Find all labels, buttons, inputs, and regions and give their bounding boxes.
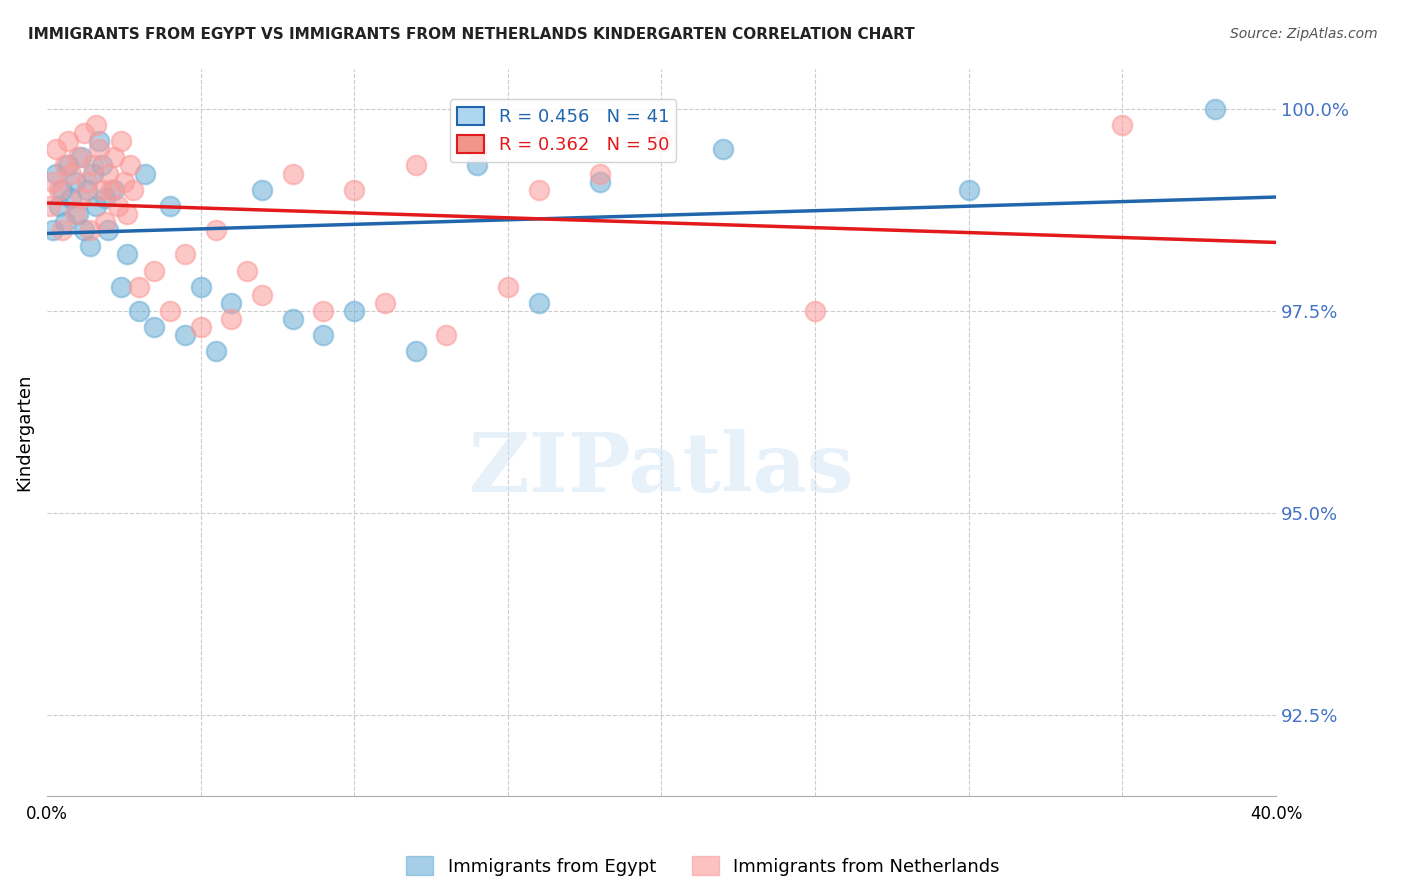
Point bbox=[45, 142, 67, 156]
Text: IMMIGRANTS FROM EGYPT VS IMMIGRANTS FROM NETHERLANDS KINDERGARTEN CORRELATION CH: IMMIGRANTS FROM EGYPT VS IMMIGRANTS FROM… bbox=[28, 27, 915, 42]
Point bbox=[174, 328, 197, 343]
Point bbox=[58, 134, 80, 148]
Point bbox=[42, 175, 65, 189]
Point bbox=[63, 175, 86, 189]
Point bbox=[82, 167, 104, 181]
Point bbox=[804, 304, 827, 318]
Point bbox=[82, 159, 104, 173]
Point bbox=[159, 304, 181, 318]
Legend: Immigrants from Egypt, Immigrants from Netherlands: Immigrants from Egypt, Immigrants from N… bbox=[399, 849, 1007, 883]
Point bbox=[219, 296, 242, 310]
Point bbox=[45, 167, 67, 181]
Text: ZIPatlas: ZIPatlas bbox=[468, 428, 855, 508]
Point bbox=[312, 328, 335, 343]
Point bbox=[219, 312, 242, 326]
Point bbox=[53, 215, 76, 229]
Point bbox=[134, 167, 156, 181]
Point bbox=[589, 167, 612, 181]
Point bbox=[97, 223, 120, 237]
Point bbox=[465, 142, 488, 156]
Point bbox=[650, 134, 672, 148]
Point bbox=[110, 134, 132, 148]
Point bbox=[128, 279, 150, 293]
Point bbox=[122, 183, 145, 197]
Legend: R = 0.456   N = 41, R = 0.362   N = 50: R = 0.456 N = 41, R = 0.362 N = 50 bbox=[450, 99, 676, 161]
Point bbox=[1111, 118, 1133, 132]
Point bbox=[190, 279, 212, 293]
Point bbox=[73, 126, 96, 140]
Point bbox=[281, 312, 304, 326]
Point bbox=[66, 207, 89, 221]
Point bbox=[190, 320, 212, 334]
Point bbox=[1204, 102, 1226, 116]
Point bbox=[69, 191, 91, 205]
Point bbox=[527, 296, 550, 310]
Point bbox=[53, 159, 76, 173]
Point bbox=[128, 304, 150, 318]
Point bbox=[281, 167, 304, 181]
Point bbox=[205, 223, 228, 237]
Point bbox=[465, 159, 488, 173]
Point bbox=[94, 215, 117, 229]
Point bbox=[711, 142, 734, 156]
Point bbox=[94, 191, 117, 205]
Point bbox=[91, 159, 114, 173]
Point bbox=[69, 150, 91, 164]
Point bbox=[103, 150, 125, 164]
Point bbox=[91, 183, 114, 197]
Point bbox=[63, 207, 86, 221]
Y-axis label: Kindergarten: Kindergarten bbox=[15, 374, 32, 491]
Point bbox=[250, 183, 273, 197]
Point bbox=[48, 183, 70, 197]
Point bbox=[112, 175, 135, 189]
Point bbox=[89, 134, 111, 148]
Point bbox=[100, 183, 122, 197]
Text: Source: ZipAtlas.com: Source: ZipAtlas.com bbox=[1230, 27, 1378, 41]
Point bbox=[235, 263, 257, 277]
Point bbox=[97, 167, 120, 181]
Point bbox=[51, 223, 73, 237]
Point bbox=[79, 223, 101, 237]
Point bbox=[60, 167, 83, 181]
Point bbox=[51, 183, 73, 197]
Point bbox=[60, 191, 83, 205]
Point bbox=[374, 296, 396, 310]
Point bbox=[42, 223, 65, 237]
Point bbox=[434, 328, 457, 343]
Point bbox=[405, 159, 427, 173]
Point bbox=[159, 199, 181, 213]
Point bbox=[76, 175, 98, 189]
Point bbox=[84, 199, 107, 213]
Point bbox=[66, 150, 89, 164]
Point bbox=[48, 199, 70, 213]
Point bbox=[118, 159, 141, 173]
Point bbox=[143, 263, 166, 277]
Point bbox=[496, 279, 519, 293]
Point bbox=[250, 287, 273, 301]
Point bbox=[110, 279, 132, 293]
Point bbox=[957, 183, 980, 197]
Point bbox=[143, 320, 166, 334]
Point bbox=[76, 183, 98, 197]
Point bbox=[312, 304, 335, 318]
Point bbox=[58, 159, 80, 173]
Point bbox=[589, 175, 612, 189]
Point bbox=[84, 118, 107, 132]
Point bbox=[343, 304, 366, 318]
Point bbox=[73, 223, 96, 237]
Point bbox=[89, 142, 111, 156]
Point bbox=[103, 183, 125, 197]
Point bbox=[205, 344, 228, 359]
Point bbox=[174, 247, 197, 261]
Point bbox=[39, 199, 62, 213]
Point bbox=[115, 247, 138, 261]
Point bbox=[527, 183, 550, 197]
Point bbox=[107, 199, 129, 213]
Point bbox=[115, 207, 138, 221]
Point bbox=[79, 239, 101, 253]
Point bbox=[405, 344, 427, 359]
Point bbox=[343, 183, 366, 197]
